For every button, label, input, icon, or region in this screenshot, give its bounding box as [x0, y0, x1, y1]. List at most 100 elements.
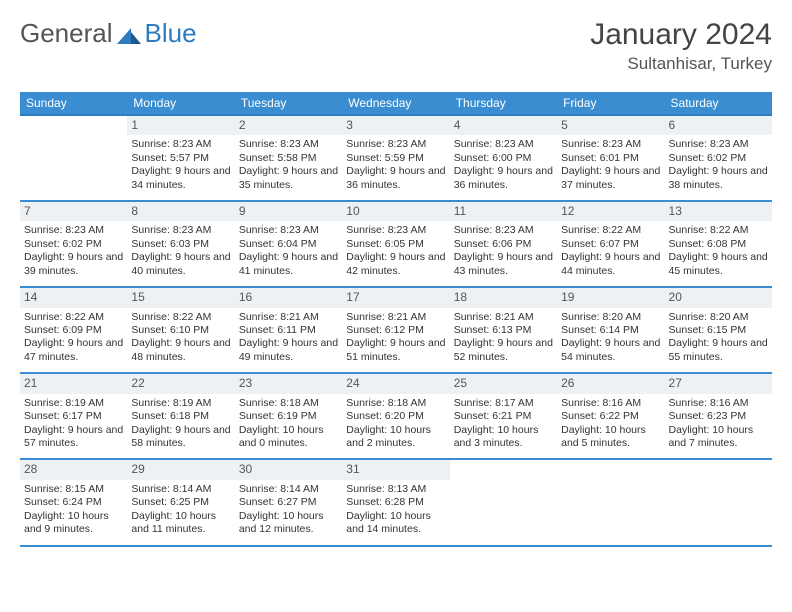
day-number: 7 [20, 202, 127, 221]
day-number: 1 [127, 116, 234, 135]
sunset-line: Sunset: 6:06 PM [454, 238, 553, 251]
daylight-line: Daylight: 10 hours and 5 minutes. [561, 424, 660, 451]
day-number: 28 [20, 460, 127, 479]
sunrise-line: Sunrise: 8:22 AM [131, 311, 230, 324]
daylight-line: Daylight: 9 hours and 43 minutes. [454, 251, 553, 278]
day-cell: 25Sunrise: 8:17 AMSunset: 6:21 PMDayligh… [450, 373, 557, 459]
day-number: 24 [342, 374, 449, 393]
dayheader-wed: Wednesday [342, 92, 449, 115]
sunrise-line: Sunrise: 8:20 AM [669, 311, 768, 324]
sunset-line: Sunset: 5:57 PM [131, 152, 230, 165]
daylight-line: Daylight: 9 hours and 38 minutes. [669, 165, 768, 192]
sunrise-line: Sunrise: 8:23 AM [561, 138, 660, 151]
dayheader-tue: Tuesday [235, 92, 342, 115]
day-number: 9 [235, 202, 342, 221]
sunset-line: Sunset: 6:00 PM [454, 152, 553, 165]
daylight-line: Daylight: 9 hours and 52 minutes. [454, 337, 553, 364]
sunrise-line: Sunrise: 8:17 AM [454, 397, 553, 410]
daylight-line: Daylight: 9 hours and 49 minutes. [239, 337, 338, 364]
day-number: 12 [557, 202, 664, 221]
sunrise-line: Sunrise: 8:19 AM [131, 397, 230, 410]
daylight-line: Daylight: 9 hours and 57 minutes. [24, 424, 123, 451]
day-number: 22 [127, 374, 234, 393]
sunrise-line: Sunrise: 8:14 AM [239, 483, 338, 496]
location-label: Sultanhisar, Turkey [590, 54, 772, 74]
daylight-line: Daylight: 9 hours and 35 minutes. [239, 165, 338, 192]
daylight-line: Daylight: 10 hours and 0 minutes. [239, 424, 338, 451]
sunrise-line: Sunrise: 8:16 AM [669, 397, 768, 410]
dayheader-sat: Saturday [665, 92, 772, 115]
sunrise-line: Sunrise: 8:21 AM [239, 311, 338, 324]
month-title: January 2024 [590, 18, 772, 52]
daylight-line: Daylight: 9 hours and 45 minutes. [669, 251, 768, 278]
dayheader-mon: Monday [127, 92, 234, 115]
day-cell: 4Sunrise: 8:23 AMSunset: 6:00 PMDaylight… [450, 115, 557, 201]
daylight-line: Daylight: 9 hours and 44 minutes. [561, 251, 660, 278]
sunrise-line: Sunrise: 8:21 AM [454, 311, 553, 324]
sunset-line: Sunset: 6:01 PM [561, 152, 660, 165]
sunrise-line: Sunrise: 8:18 AM [239, 397, 338, 410]
day-cell: 7Sunrise: 8:23 AMSunset: 6:02 PMDaylight… [20, 201, 127, 287]
day-cell: 16Sunrise: 8:21 AMSunset: 6:11 PMDayligh… [235, 287, 342, 373]
sunrise-line: Sunrise: 8:23 AM [454, 224, 553, 237]
day-cell: 27Sunrise: 8:16 AMSunset: 6:23 PMDayligh… [665, 373, 772, 459]
day-cell: 10Sunrise: 8:23 AMSunset: 6:05 PMDayligh… [342, 201, 449, 287]
daylight-line: Daylight: 10 hours and 2 minutes. [346, 424, 445, 451]
day-number: 16 [235, 288, 342, 307]
daylight-line: Daylight: 9 hours and 47 minutes. [24, 337, 123, 364]
day-number: 6 [665, 116, 772, 135]
daylight-line: Daylight: 9 hours and 36 minutes. [346, 165, 445, 192]
sunrise-line: Sunrise: 8:18 AM [346, 397, 445, 410]
daylight-line: Daylight: 9 hours and 48 minutes. [131, 337, 230, 364]
day-number: 17 [342, 288, 449, 307]
day-cell: 19Sunrise: 8:20 AMSunset: 6:14 PMDayligh… [557, 287, 664, 373]
day-cell: 21Sunrise: 8:19 AMSunset: 6:17 PMDayligh… [20, 373, 127, 459]
sunset-line: Sunset: 6:25 PM [131, 496, 230, 509]
daylight-line: Daylight: 9 hours and 39 minutes. [24, 251, 123, 278]
daylight-line: Daylight: 9 hours and 40 minutes. [131, 251, 230, 278]
sunrise-line: Sunrise: 8:23 AM [239, 224, 338, 237]
daylight-line: Daylight: 9 hours and 55 minutes. [669, 337, 768, 364]
sunrise-line: Sunrise: 8:23 AM [346, 224, 445, 237]
sunset-line: Sunset: 6:22 PM [561, 410, 660, 423]
day-number: 26 [557, 374, 664, 393]
daylight-line: Daylight: 10 hours and 11 minutes. [131, 510, 230, 537]
dayheader-sun: Sunday [20, 92, 127, 115]
day-number: 29 [127, 460, 234, 479]
daylight-line: Daylight: 10 hours and 12 minutes. [239, 510, 338, 537]
daylight-line: Daylight: 10 hours and 3 minutes. [454, 424, 553, 451]
day-cell: 24Sunrise: 8:18 AMSunset: 6:20 PMDayligh… [342, 373, 449, 459]
week-row: 21Sunrise: 8:19 AMSunset: 6:17 PMDayligh… [20, 373, 772, 459]
brand-logo: General Blue [20, 18, 197, 49]
daylight-line: Daylight: 9 hours and 37 minutes. [561, 165, 660, 192]
sunset-line: Sunset: 6:04 PM [239, 238, 338, 251]
day-cell: 26Sunrise: 8:16 AMSunset: 6:22 PMDayligh… [557, 373, 664, 459]
sunrise-line: Sunrise: 8:23 AM [346, 138, 445, 151]
daylight-line: Daylight: 9 hours and 54 minutes. [561, 337, 660, 364]
sunset-line: Sunset: 6:05 PM [346, 238, 445, 251]
day-number: 21 [20, 374, 127, 393]
day-cell: 2Sunrise: 8:23 AMSunset: 5:58 PMDaylight… [235, 115, 342, 201]
sunset-line: Sunset: 6:08 PM [669, 238, 768, 251]
day-number: 23 [235, 374, 342, 393]
brand-part1: General [20, 18, 113, 49]
sunrise-line: Sunrise: 8:14 AM [131, 483, 230, 496]
day-cell: 15Sunrise: 8:22 AMSunset: 6:10 PMDayligh… [127, 287, 234, 373]
day-number: 5 [557, 116, 664, 135]
brand-part2: Blue [145, 18, 197, 49]
sunset-line: Sunset: 6:24 PM [24, 496, 123, 509]
day-cell: 6Sunrise: 8:23 AMSunset: 6:02 PMDaylight… [665, 115, 772, 201]
page-header: General Blue January 2024 Sultanhisar, T… [20, 18, 772, 74]
sunrise-line: Sunrise: 8:22 AM [24, 311, 123, 324]
sunrise-line: Sunrise: 8:23 AM [239, 138, 338, 151]
sunrise-line: Sunrise: 8:23 AM [454, 138, 553, 151]
day-number: 3 [342, 116, 449, 135]
daylight-line: Daylight: 9 hours and 58 minutes. [131, 424, 230, 451]
daylight-line: Daylight: 10 hours and 14 minutes. [346, 510, 445, 537]
day-cell: 3Sunrise: 8:23 AMSunset: 5:59 PMDaylight… [342, 115, 449, 201]
title-block: January 2024 Sultanhisar, Turkey [590, 18, 772, 74]
daylight-line: Daylight: 10 hours and 7 minutes. [669, 424, 768, 451]
day-cell: 30Sunrise: 8:14 AMSunset: 6:27 PMDayligh… [235, 459, 342, 545]
sunset-line: Sunset: 6:09 PM [24, 324, 123, 337]
daylight-line: Daylight: 9 hours and 36 minutes. [454, 165, 553, 192]
